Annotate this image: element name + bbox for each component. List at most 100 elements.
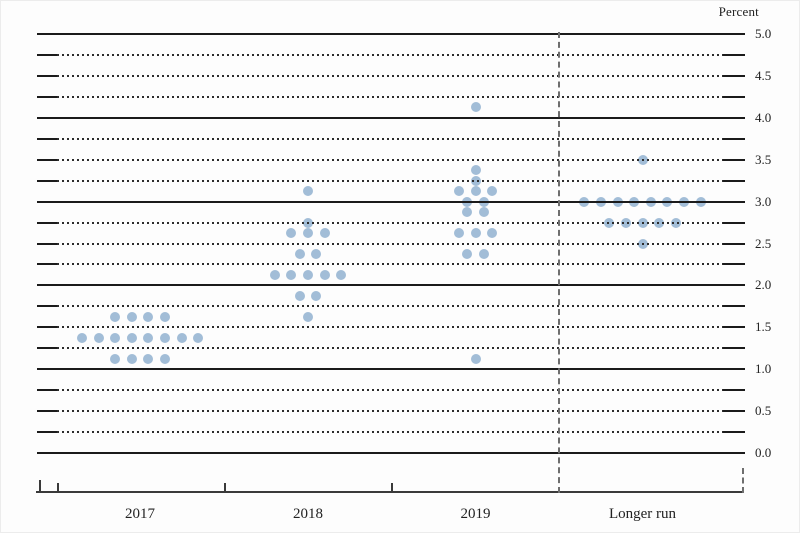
projection-dot (143, 353, 154, 364)
y-axis-unit-label: Percent (718, 4, 759, 19)
gridline-right-cap (723, 263, 745, 266)
projection-dot (478, 248, 489, 259)
projection-dot (143, 332, 154, 343)
y-tick-label: 0.5 (755, 403, 772, 419)
projection-dot (303, 311, 313, 322)
gridline-right-cap (723, 158, 745, 161)
projection-dot (487, 186, 498, 197)
gridline-dotted (57, 95, 723, 98)
projection-dot (159, 311, 170, 322)
y-tick-label: 1.0 (755, 361, 772, 377)
y-tick-label: 4.5 (755, 67, 772, 83)
projection-dot (453, 228, 464, 239)
projection-dot (286, 269, 297, 280)
projection-dot (470, 186, 481, 197)
gridline-left-cap (37, 410, 57, 413)
gridline-left-cap (37, 389, 57, 392)
gridline-left-cap (37, 74, 57, 77)
gridline-dotted (57, 326, 723, 329)
projection-dot (294, 248, 305, 259)
gridline-left-cap (37, 305, 57, 308)
gridline-right-cap (723, 431, 745, 434)
y-tick-label: 1.5 (755, 319, 772, 335)
projection-dot (110, 332, 121, 343)
y-tick-label: 5.0 (755, 26, 772, 41)
longer-run-separator (558, 32, 560, 493)
projection-dot (303, 269, 313, 280)
gridline-solid (37, 452, 745, 454)
gridline-dotted (57, 158, 723, 161)
x-category-label-longer-run: Longer run (608, 506, 677, 522)
x-axis-tick (39, 480, 41, 491)
x-axis-tick (57, 483, 59, 491)
gridline-right-cap (723, 137, 745, 140)
gridline-left-cap (37, 158, 57, 161)
x-category-label-2017: 2017 (125, 506, 155, 522)
gridline-left-cap (37, 221, 57, 224)
gridline-left-cap (37, 263, 57, 266)
gridline-right-cap (723, 389, 745, 392)
projection-dot (311, 290, 322, 301)
projection-dot (286, 228, 297, 239)
gridline-right-cap (723, 74, 745, 77)
x-category-label-2018: 2018 (293, 506, 323, 522)
projection-dot (470, 353, 481, 364)
gridline-solid (37, 200, 745, 203)
projection-dot (470, 102, 481, 113)
projection-dot (110, 311, 121, 322)
projection-dot (319, 269, 330, 280)
projection-dot (143, 311, 154, 322)
gridline-dotted (57, 347, 723, 350)
projection-dot (126, 332, 137, 343)
gridline-dotted (57, 305, 723, 308)
y-tick-label: 3.5 (755, 151, 772, 167)
projection-dot (176, 332, 187, 343)
gridline-solid (37, 284, 745, 287)
gridline-dotted (57, 431, 723, 434)
projection-dot (93, 332, 104, 343)
gridline-dotted (57, 179, 723, 182)
gridline-left-cap (37, 326, 57, 329)
gridline-dotted (57, 53, 723, 56)
projection-dot (478, 207, 489, 218)
projection-dot (126, 353, 137, 364)
gridline-dotted (57, 389, 723, 392)
gridline-solid (37, 33, 745, 35)
gridline-right-cap (723, 326, 745, 329)
projection-dot (453, 186, 464, 197)
gridline-dotted (57, 263, 723, 266)
projection-dot (470, 228, 481, 239)
projection-dot (159, 353, 170, 364)
x-axis-line (36, 491, 744, 493)
gridline-left-cap (37, 242, 57, 245)
y-tick-label: 2.0 (755, 277, 772, 293)
projection-dot (319, 228, 330, 239)
projection-dot (294, 290, 305, 301)
gridline-dotted (57, 221, 723, 224)
gridline-dotted (57, 137, 723, 140)
gridline-right-cap (723, 410, 745, 413)
projection-dot (269, 269, 280, 280)
projection-dot (303, 228, 313, 239)
gridline-dotted (57, 242, 723, 245)
gridline-left-cap (37, 179, 57, 182)
gridline-dotted (57, 74, 723, 77)
gridline-right-cap (723, 179, 745, 182)
projection-dot (193, 332, 204, 343)
gridline-left-cap (37, 431, 57, 434)
gridline-right-cap (723, 347, 745, 350)
y-tick-label: 0.0 (755, 445, 772, 460)
projection-dot (462, 207, 473, 218)
gridline-right-cap (723, 221, 745, 224)
gridline-right-cap (723, 95, 745, 98)
projection-dot (76, 332, 87, 343)
x-axis-tick (391, 483, 393, 491)
projection-dot (110, 353, 121, 364)
gridline-dotted (57, 410, 723, 413)
projection-dot (303, 186, 313, 197)
gridline-left-cap (37, 137, 57, 140)
projection-dot (462, 248, 473, 259)
x-category-label-2019: 2019 (460, 506, 491, 522)
gridline-solid (37, 368, 745, 371)
